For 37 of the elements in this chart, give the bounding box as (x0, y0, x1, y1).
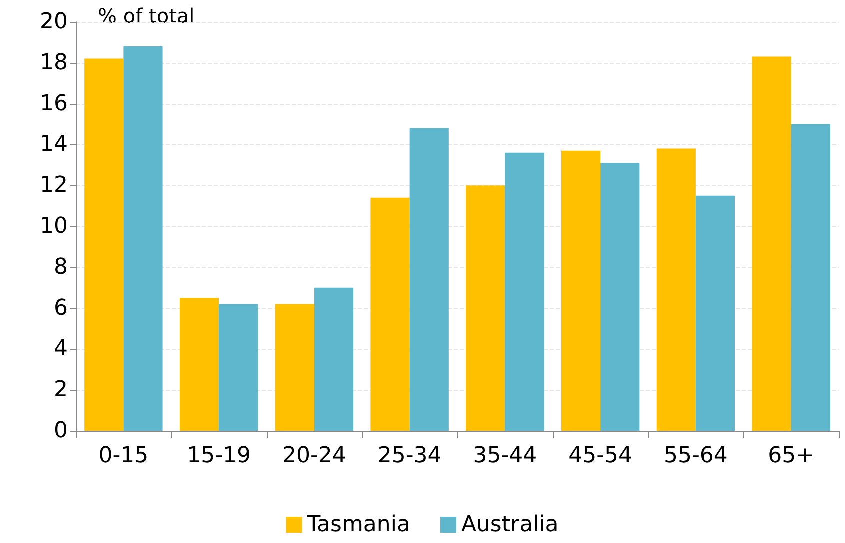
x-tick-label: 45-54 (568, 444, 633, 468)
legend-label: Australia (461, 512, 559, 538)
y-tick-label: 16 (40, 91, 68, 116)
x-tick-label: 35-44 (473, 444, 538, 468)
bar (314, 288, 354, 431)
bar (466, 186, 506, 431)
y-tick-label: 2 (54, 378, 68, 403)
y-tick-label: 14 (40, 132, 68, 158)
y-tick-label: 12 (40, 173, 68, 198)
x-tick-label: 65+ (768, 444, 815, 468)
bar (84, 58, 124, 431)
y-tick-label: 10 (40, 214, 68, 239)
bar (275, 304, 314, 431)
bar (410, 128, 449, 431)
bar (561, 150, 601, 431)
bar (656, 148, 696, 431)
bar (600, 163, 640, 431)
legend-label: Tasmania (306, 512, 410, 538)
x-tick-label: 20-24 (282, 444, 346, 468)
bar (752, 56, 792, 431)
y-tick-label: 18 (40, 50, 68, 76)
bar (505, 152, 544, 431)
y-tick-label: 4 (54, 336, 68, 362)
x-tick-label: 15-19 (187, 444, 252, 468)
bar (180, 298, 220, 431)
y-tick-label: 0 (54, 418, 68, 444)
bar (370, 198, 410, 431)
bar (124, 46, 163, 431)
x-tick-label: 0-15 (98, 444, 149, 468)
x-tick-label: 55-64 (664, 444, 728, 468)
y-tick-label: 6 (54, 296, 68, 321)
y-tick-label: 8 (54, 254, 68, 280)
bar (791, 124, 830, 431)
y-tick-label: 20 (40, 10, 68, 34)
bar (219, 304, 258, 431)
bar (696, 196, 736, 431)
x-tick-label: 25-34 (378, 444, 442, 468)
